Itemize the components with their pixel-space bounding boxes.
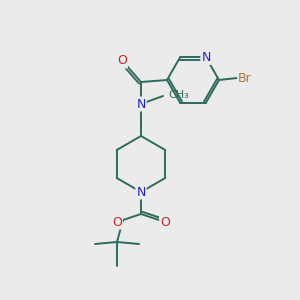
Text: N: N [136, 185, 146, 199]
Text: O: O [117, 55, 127, 68]
Text: Br: Br [238, 71, 252, 85]
Text: O: O [160, 215, 170, 229]
Text: O: O [112, 215, 122, 229]
Text: N: N [201, 51, 211, 64]
Text: CH₃: CH₃ [168, 90, 189, 100]
Text: N: N [136, 98, 146, 110]
